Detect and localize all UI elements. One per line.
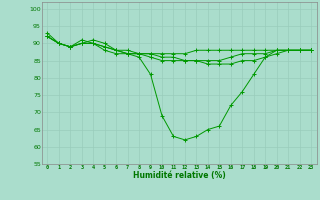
X-axis label: Humidité relative (%): Humidité relative (%) (133, 171, 226, 180)
